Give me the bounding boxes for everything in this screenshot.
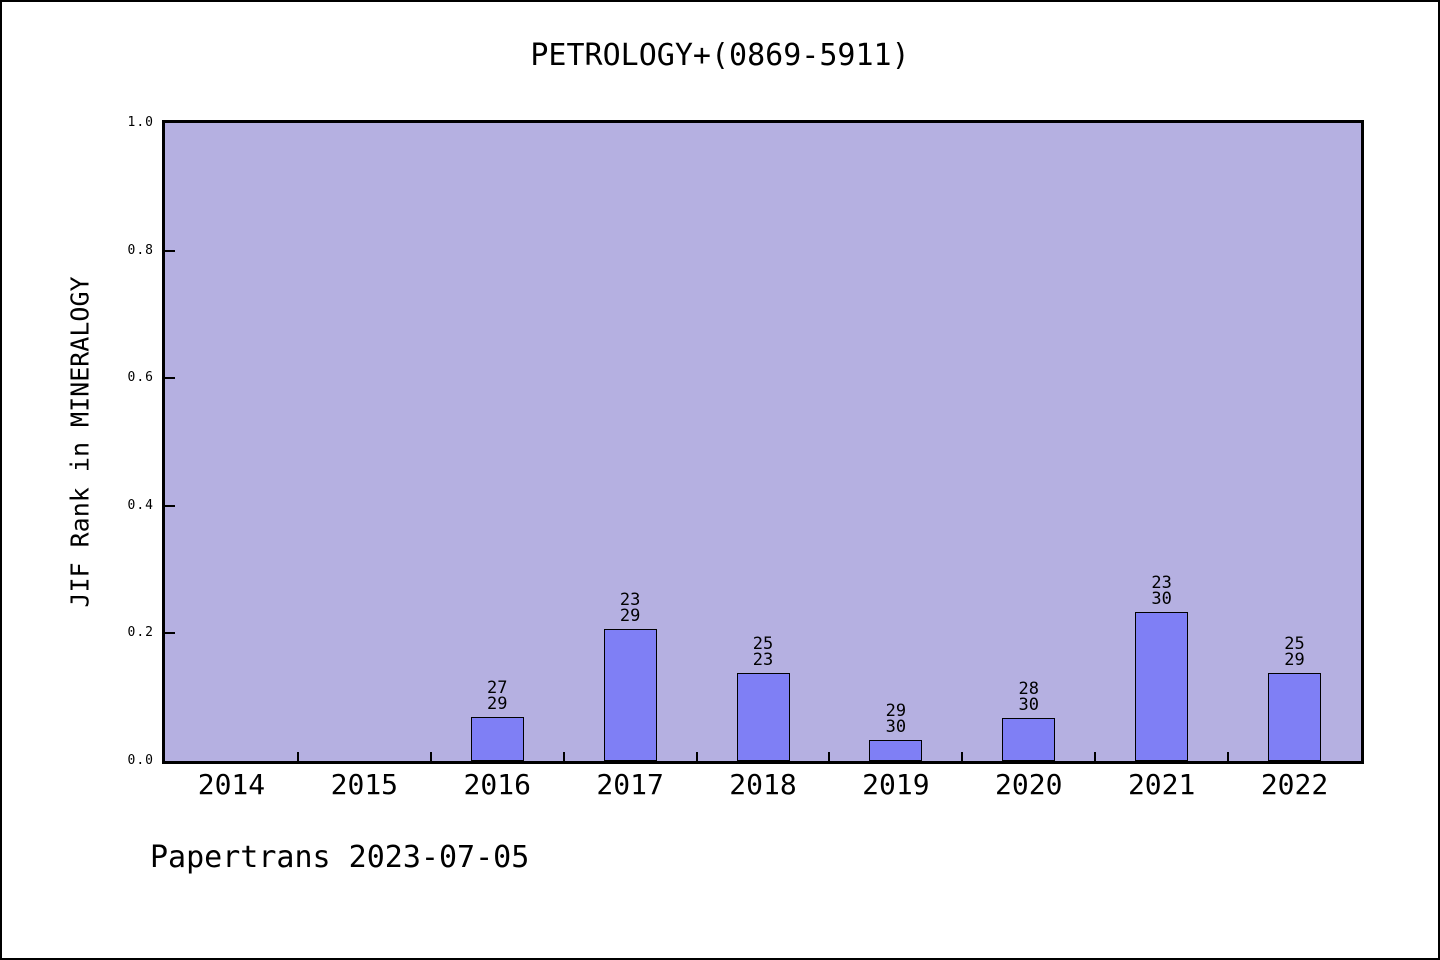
- x-tick-label-2022: 2022: [1260, 768, 1329, 801]
- bar-2018: [736, 672, 790, 761]
- chart-title: PETROLOGY+(0869-5911): [530, 38, 910, 73]
- y-axis-tick: [165, 632, 175, 635]
- bar-value-label-2019: 29 30: [885, 700, 907, 737]
- bar-2016: [470, 716, 524, 761]
- x-tick-label-2019: 2019: [862, 768, 930, 801]
- y-tick-label: 0.8: [127, 242, 154, 258]
- bar-value-label-2020: 28 30: [1018, 679, 1039, 716]
- x-axis-tick: [1227, 752, 1230, 761]
- bar-2019: [869, 739, 923, 761]
- bar-2021: [1135, 612, 1189, 761]
- footer-text: Papertrans 2023-07-05: [150, 840, 530, 875]
- bar-value-label-2021: 23 30: [1151, 573, 1172, 610]
- bar-2017: [603, 628, 657, 761]
- bar-value-label-2022: 25 29: [1284, 633, 1305, 670]
- y-axis-label: JIF Rank in MINERALOGY: [65, 276, 95, 608]
- y-tick-label: 0.0: [127, 753, 154, 768]
- y-tick-label: 0.2: [127, 625, 154, 641]
- x-tick-label-2015: 2015: [330, 768, 399, 801]
- x-axis-tick: [961, 752, 964, 761]
- x-tick-label-2018: 2018: [729, 768, 797, 801]
- bar-value-label-2017: 23 29: [619, 589, 641, 626]
- x-tick-label-2021: 2021: [1127, 768, 1196, 801]
- x-axis-tick: [695, 752, 698, 761]
- plot-area: 27 29 23 29 25 23 29 30 28 30 23 30 25 29: [162, 120, 1364, 764]
- y-axis-tick: [165, 504, 175, 507]
- bar-2022: [1268, 672, 1322, 761]
- bar-value-label-2018: 25 23: [752, 633, 774, 670]
- y-axis-tick: [165, 249, 175, 252]
- x-axis-tick: [562, 752, 565, 761]
- x-tick-label-2014: 2014: [197, 768, 266, 801]
- x-tick-label-2017: 2017: [596, 768, 664, 801]
- x-axis-tick: [429, 752, 432, 761]
- y-tick-label: 0.6: [127, 370, 154, 386]
- y-tick-label: 0.4: [127, 497, 154, 513]
- x-axis-tick: [828, 752, 831, 761]
- y-axis-tick: [165, 377, 175, 380]
- x-axis-tick: [296, 752, 299, 761]
- x-axis-tick: [1094, 752, 1097, 761]
- y-tick-label: 1.0: [127, 115, 154, 130]
- bar-value-label-2016: 27 29: [486, 677, 508, 714]
- x-tick-label-2020: 2020: [995, 768, 1063, 801]
- bar-2020: [1002, 718, 1056, 761]
- x-tick-label-2016: 2016: [463, 768, 531, 801]
